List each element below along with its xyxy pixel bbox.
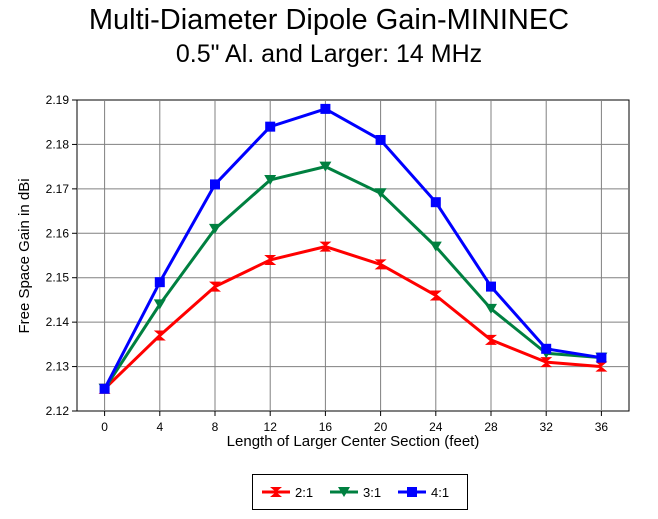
y-tick-label: 2.18 bbox=[46, 137, 70, 151]
x-tick-label: 4 bbox=[156, 420, 163, 434]
legend-swatch bbox=[330, 487, 358, 497]
data-point-3-to-1 bbox=[209, 223, 221, 234]
x-tick-label: 16 bbox=[319, 420, 333, 434]
data-point-2-to-1 bbox=[374, 259, 387, 270]
legend-swatch bbox=[262, 487, 290, 497]
data-point-4-to-1 bbox=[320, 103, 331, 114]
y-axis-label: Free Space Gain in dBi bbox=[16, 178, 33, 333]
y-tick-label: 2.17 bbox=[46, 182, 70, 196]
data-point-3-to-1 bbox=[485, 303, 497, 314]
data-point-2-to-1 bbox=[595, 361, 608, 372]
y-tick-label: 2.14 bbox=[46, 315, 70, 329]
data-point-4-to-1 bbox=[541, 343, 552, 354]
legend-item: 4:1 bbox=[397, 475, 449, 509]
data-point-2-to-1 bbox=[319, 241, 332, 252]
legend-label: 2:1 bbox=[295, 484, 314, 500]
x-tick-label: 20 bbox=[374, 420, 388, 434]
chart-title: Multi-Diameter Dipole Gain-MININEC bbox=[88, 4, 570, 36]
legend-label: 4:1 bbox=[431, 484, 450, 500]
data-point-4-to-1 bbox=[375, 134, 386, 145]
data-point-2-to-1 bbox=[485, 334, 497, 345]
series-4-to-1 bbox=[99, 103, 607, 394]
x-tick-labels: 0 4 8 12 16 20 24 28 32 36 bbox=[101, 420, 608, 434]
series-line-4-to-1 bbox=[103, 107, 602, 390]
data-point-3-to-1 bbox=[264, 174, 277, 185]
series-layer bbox=[98, 103, 608, 394]
x-tick-label: 24 bbox=[429, 420, 443, 434]
data-point-3-to-1 bbox=[429, 241, 442, 252]
y-tick-label: 2.15 bbox=[46, 271, 70, 285]
data-point-3-to-1 bbox=[374, 188, 387, 199]
legend-marker bbox=[338, 487, 350, 497]
y-tick-labels: 2.12 2.13 2.14 2.15 2.16 2.17 2.18 2.19 bbox=[46, 93, 70, 418]
data-point-2-to-1 bbox=[264, 254, 277, 265]
data-point-2-to-1 bbox=[153, 330, 166, 341]
data-point-2-to-1 bbox=[209, 281, 221, 292]
data-point-4-to-1 bbox=[596, 352, 607, 363]
legend-item: 3:1 bbox=[329, 475, 381, 509]
legend-marker bbox=[270, 487, 282, 497]
x-tick-label: 12 bbox=[264, 420, 278, 434]
data-point-3-to-1 bbox=[319, 161, 332, 172]
data-point-4-to-1 bbox=[99, 383, 110, 394]
y-tick-label: 2.19 bbox=[46, 93, 70, 107]
data-point-2-to-1 bbox=[429, 290, 442, 301]
x-tick-label: 32 bbox=[540, 420, 554, 434]
legend-marker bbox=[407, 487, 417, 497]
x-tick-label: 8 bbox=[212, 420, 219, 434]
data-point-4-to-1 bbox=[210, 179, 220, 190]
series-line-2-to-1 bbox=[103, 245, 602, 390]
legend-item: 2:1 bbox=[261, 475, 313, 509]
x-axis-label: Length of Larger Center Section (feet) bbox=[227, 433, 480, 450]
data-point-2-to-1 bbox=[540, 357, 553, 368]
data-point-4-to-1 bbox=[154, 277, 165, 288]
legend-label: 3:1 bbox=[363, 484, 382, 500]
x-tick-label: 0 bbox=[101, 420, 108, 434]
x-tick-label: 28 bbox=[484, 420, 498, 434]
y-tick-label: 2.12 bbox=[46, 404, 70, 418]
data-point-3-to-1 bbox=[153, 299, 166, 310]
y-tick-label: 2.16 bbox=[46, 226, 70, 240]
legend: 2:1 3:1 4:1 bbox=[252, 474, 468, 510]
x-tick-label: 36 bbox=[595, 420, 609, 434]
series-line-3-to-1 bbox=[103, 165, 602, 390]
chart-subtitle: 0.5" Al. and Larger: 14 MHz bbox=[175, 40, 483, 68]
grid-lines bbox=[72, 99, 629, 416]
y-tick-label: 2.13 bbox=[46, 360, 70, 374]
legend-swatch bbox=[398, 487, 426, 497]
data-point-4-to-1 bbox=[430, 197, 441, 208]
data-point-4-to-1 bbox=[486, 281, 496, 292]
data-point-4-to-1 bbox=[265, 121, 276, 132]
